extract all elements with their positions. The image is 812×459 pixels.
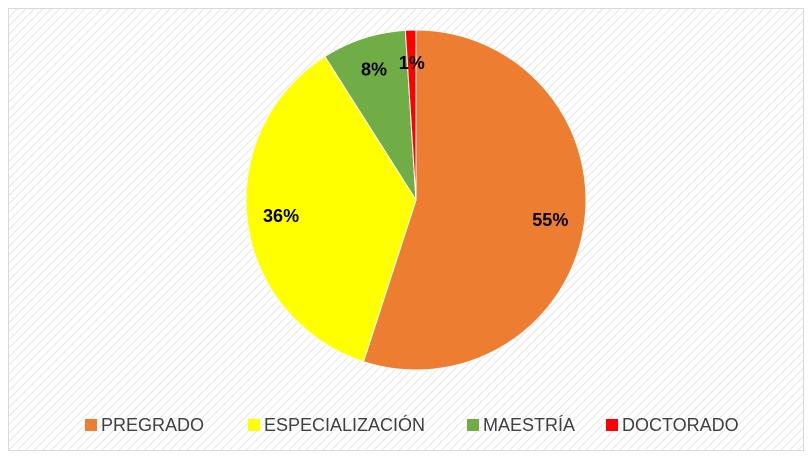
legend-label: MAESTRÍA: [483, 415, 575, 435]
legend-label: PREGRADO: [101, 415, 204, 435]
pie-slice: [245, 55, 417, 363]
legend-swatch: [85, 419, 97, 431]
legend-label: DOCTORADO: [622, 415, 739, 435]
pie-slice: [362, 29, 587, 371]
data-label: 8%: [361, 59, 387, 79]
data-label: 1%: [399, 53, 425, 73]
legend-swatch: [606, 419, 618, 431]
legend-swatch: [467, 419, 479, 431]
pie-slice: [404, 29, 417, 201]
legend-label: ESPECIALIZACIÓN: [264, 414, 425, 435]
data-label: 55%: [532, 210, 568, 230]
legend-swatch: [248, 419, 260, 431]
data-label: 36%: [263, 206, 299, 226]
